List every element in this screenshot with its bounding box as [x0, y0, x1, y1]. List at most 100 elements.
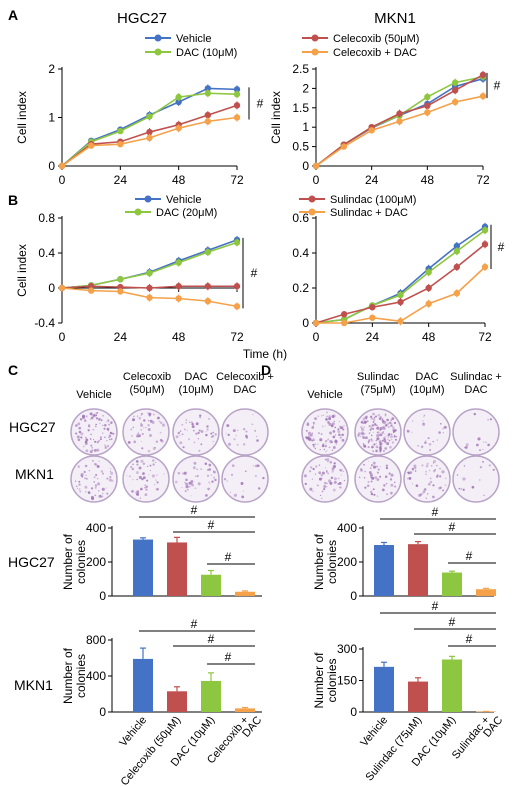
colony-dot	[332, 414, 334, 417]
line-chart-3: -0.4 0 0.4 0.8 0 24 48 72 Cell index #	[15, 211, 258, 344]
colony-dot	[360, 468, 363, 472]
colony-dot	[140, 423, 144, 427]
colony-dot	[175, 480, 178, 484]
colony-dot	[80, 432, 84, 436]
colony-dot	[226, 424, 230, 428]
colony-dot	[379, 451, 382, 453]
colony-dot	[184, 481, 187, 484]
data-point	[312, 162, 320, 170]
colony-dot	[106, 439, 108, 442]
colony-dot	[328, 417, 332, 421]
colony-dot	[193, 441, 196, 444]
colony-dot	[95, 414, 98, 417]
colony-dot	[443, 425, 447, 429]
colony-dot	[94, 486, 97, 489]
colony-dot	[147, 419, 150, 422]
colony-dot	[105, 487, 107, 489]
colony-dot	[140, 422, 142, 425]
data-point	[117, 283, 124, 291]
colony-dot	[81, 414, 86, 418]
colony-dot	[373, 493, 376, 496]
colony-dot	[411, 483, 414, 485]
colony-dot	[332, 446, 336, 449]
colony-dot	[390, 438, 393, 441]
significance-mark: #	[191, 617, 198, 631]
colony-dot	[328, 446, 331, 449]
x-tick-label: 24	[366, 330, 380, 344]
colony-dot	[340, 474, 342, 476]
colony-dot	[424, 488, 427, 491]
colony-dot	[321, 477, 323, 479]
colony-dot	[107, 419, 110, 423]
colony-dot	[133, 415, 135, 418]
colony-dot	[140, 440, 142, 442]
colony-dot	[256, 435, 258, 437]
colony-dot	[100, 419, 103, 422]
line-chart-2: 0 0.5 1 1.5 2 2.5 0 24 48 72 Cell index #	[269, 62, 501, 187]
colony-dot	[319, 494, 322, 497]
colony-dot	[375, 415, 377, 418]
colony-dot	[326, 450, 328, 452]
colony-dot	[103, 427, 106, 430]
colony-dot	[76, 487, 79, 489]
colony-dot	[390, 419, 393, 422]
colony-dot	[326, 458, 330, 462]
colony-dot	[147, 412, 149, 414]
colony-dot	[370, 438, 372, 441]
colony-dot	[75, 424, 78, 427]
colony-dot	[326, 470, 328, 472]
colony-dot	[206, 425, 209, 428]
plate-dish	[452, 455, 500, 503]
colony-dot	[199, 416, 202, 419]
colony-dot	[160, 421, 163, 424]
colony-dot	[146, 479, 149, 482]
colony-dot	[411, 467, 415, 471]
y-tick-label: 2	[48, 62, 55, 76]
colony-dot	[384, 447, 388, 450]
colony-dot	[327, 421, 330, 424]
y-axis-label: Number of	[312, 533, 326, 590]
colony-dot	[137, 432, 140, 435]
colony-dot	[341, 438, 345, 442]
colony-dot	[214, 433, 217, 436]
colony-dot	[185, 482, 189, 486]
colony-dot	[107, 445, 110, 447]
significance-mark: #	[466, 632, 473, 646]
y-tick-label: 400	[86, 669, 106, 683]
colony-dot	[324, 481, 327, 485]
colony-dot	[75, 485, 78, 488]
colony-dot	[208, 463, 212, 467]
bar	[374, 666, 394, 712]
colony-plate	[354, 455, 402, 503]
colony-dot	[87, 491, 91, 494]
colony-dot	[427, 437, 430, 440]
bar-row-label-mkn1: MKN1	[14, 677, 53, 693]
colony-dot	[102, 432, 104, 434]
colony-dot	[328, 415, 332, 418]
colony-dot	[100, 470, 104, 473]
colony-dot	[155, 479, 157, 481]
colony-dot	[379, 475, 382, 478]
colony-dot	[373, 416, 376, 419]
colony-dot	[322, 414, 325, 416]
legend-item-celecoxib-a: Celecoxib (50μM)	[302, 33, 419, 45]
colony-dot	[485, 441, 487, 443]
colony-dot	[391, 441, 395, 444]
colony-dot	[138, 416, 142, 420]
colony-dot	[444, 484, 447, 487]
colony-dot	[432, 469, 436, 473]
colony-dot	[371, 445, 374, 449]
colony-dot	[477, 437, 481, 441]
colony-dot	[139, 476, 141, 478]
colony-dot	[304, 482, 307, 486]
colony-dot	[375, 439, 378, 442]
colony-dot	[95, 423, 97, 426]
colony-dot	[181, 433, 184, 436]
colony-dot	[375, 445, 379, 449]
colony-dot	[317, 484, 319, 487]
colony-dot	[338, 433, 341, 437]
y-tick-label: 0	[302, 316, 309, 330]
colony-dot	[384, 413, 387, 416]
colony-dot	[210, 432, 213, 435]
colony-dot	[368, 471, 372, 474]
